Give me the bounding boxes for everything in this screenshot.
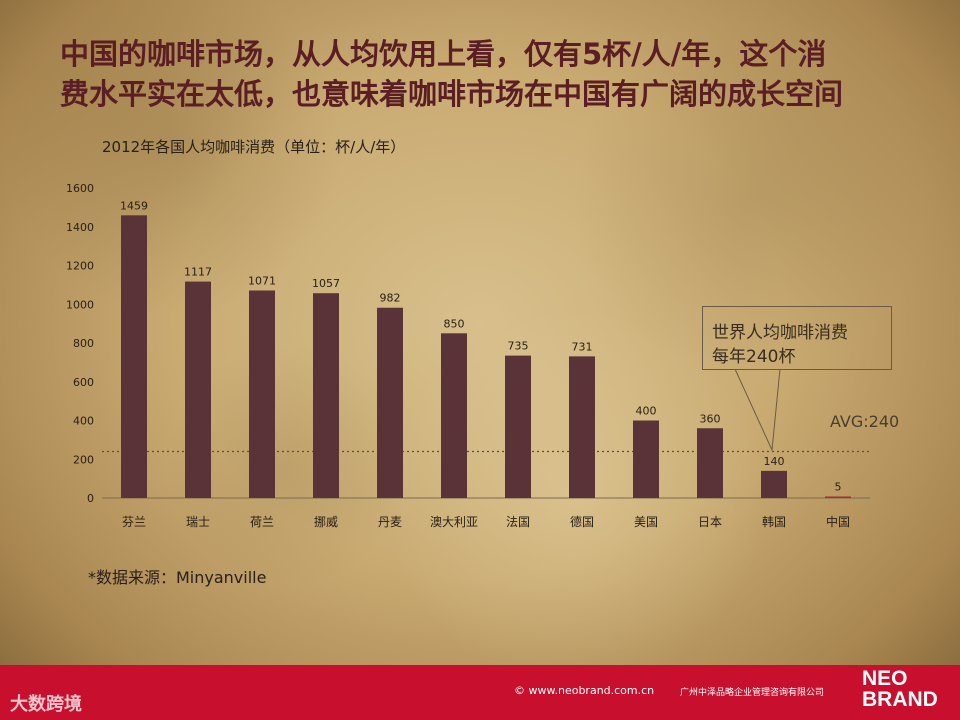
y-tick-label: 1200 <box>66 260 94 273</box>
y-tick-label: 0 <box>87 492 94 505</box>
paper-texture-background <box>0 0 960 665</box>
average-line-label: AVG:240 <box>830 412 900 431</box>
bar <box>633 420 659 498</box>
callout-pointer <box>734 368 781 452</box>
bar <box>377 307 403 498</box>
x-category-label: 中国 <box>826 514 850 529</box>
callout-box <box>702 306 892 370</box>
y-tick-label: 200 <box>73 453 94 466</box>
bar <box>121 215 147 498</box>
neobrand-logo: NEO BRAND <box>862 668 954 710</box>
y-tick-label: 600 <box>73 376 94 389</box>
bar-data-label: 400 <box>636 405 657 418</box>
x-category-label: 挪威 <box>314 515 338 529</box>
x-category-label: 韩国 <box>762 514 786 529</box>
y-tick-label: 1000 <box>66 298 94 311</box>
bar-data-label: 982 <box>380 292 401 305</box>
footer-company-name: 广州中泽品略企业管理咨询有限公司 <box>680 688 825 698</box>
callout-line-1: 世界人均咖啡消费 <box>712 323 848 343</box>
chart-title: 2012年各国人均咖啡消费（单位：杯/人/年） <box>102 138 406 156</box>
headline-line-1: 中国的咖啡市场，从人均饮用上看，仅有5杯/人/年，这个消 <box>60 37 827 71</box>
bar-chart: 0 200 400 600 800 1000 1200 1400 1600 1459 芬兰 1117 瑞… <box>66 182 870 529</box>
brand-line-2: BRAND <box>862 688 938 711</box>
y-tick-label: 1600 <box>66 182 94 195</box>
brand-line-1: NEO <box>862 667 908 690</box>
x-category-label: 日本 <box>698 515 722 529</box>
bar <box>185 281 211 498</box>
bar-data-label: 1057 <box>312 277 340 290</box>
x-category-label: 荷兰 <box>250 515 274 529</box>
footer-left-logo: 大数跨境 <box>10 694 82 715</box>
bar-data-label: 731 <box>572 340 593 353</box>
footer-website: © www.neobrand.com.cn <box>514 684 655 697</box>
bar <box>569 356 595 498</box>
source-note: *数据来源：Minyanville <box>88 568 267 587</box>
bar-data-label: 1071 <box>248 274 276 287</box>
bar <box>313 293 339 498</box>
footer-bar <box>0 665 960 720</box>
bar-data-label: 1459 <box>120 199 148 212</box>
x-category-label: 澳大利亚 <box>430 515 478 529</box>
x-category-label: 芬兰 <box>122 515 146 529</box>
bar-data-label: 5 <box>835 481 842 494</box>
x-category-label: 丹麦 <box>378 515 402 529</box>
bar <box>441 333 467 498</box>
y-tick-label: 800 <box>73 337 94 350</box>
x-category-label: 瑞士 <box>186 515 210 529</box>
y-tick-label: 400 <box>73 415 94 428</box>
callout-line-2: 每年240杯 <box>712 347 796 367</box>
x-category-label: 法国 <box>506 515 530 529</box>
bar <box>697 428 723 498</box>
bar <box>249 290 275 498</box>
bar-data-label: 360 <box>700 412 721 425</box>
bar <box>761 470 787 498</box>
y-tick-label: 1400 <box>66 221 94 234</box>
headline-line-2: 费水平实在太低，也意味着咖啡市场在中国有广阔的成长空间 <box>60 77 844 111</box>
bar-data-label: 735 <box>508 340 529 353</box>
bar <box>825 496 851 498</box>
bar-data-label: 140 <box>764 455 785 468</box>
x-category-label: 德国 <box>570 514 594 529</box>
bar-data-label: 850 <box>444 317 465 330</box>
bar <box>505 355 531 498</box>
x-category-label: 美国 <box>634 515 658 529</box>
bar-data-label: 1117 <box>184 266 212 279</box>
headline: 中国的咖啡市场，从人均饮用上看，仅有5杯/人/年，这个消 费水平实在太低，也意味… <box>60 34 940 114</box>
